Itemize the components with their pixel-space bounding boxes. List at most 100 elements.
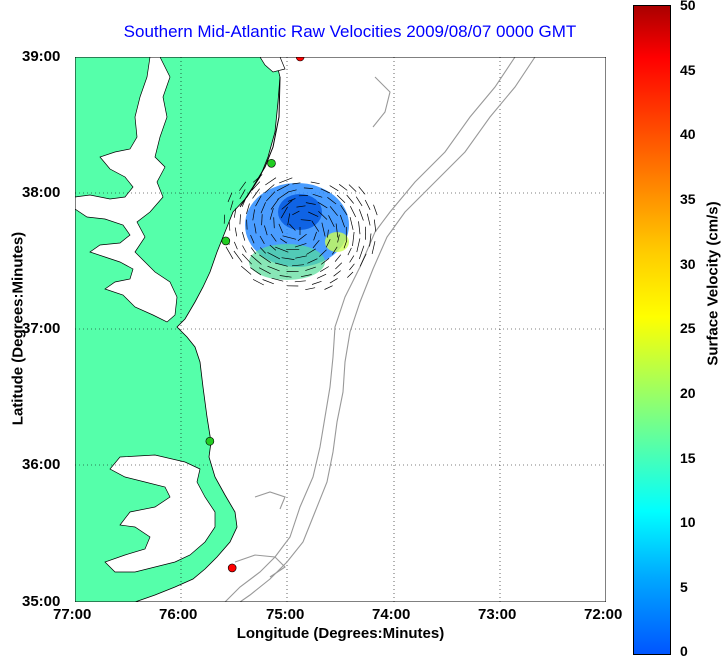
velocity-arrow: [358, 221, 361, 235]
velocity-arrow: [282, 235, 297, 240]
velocity-arrow: [296, 205, 306, 208]
velocity-arrow: [275, 262, 288, 267]
velocity-arrow: [292, 210, 300, 216]
velocity-arrow: [287, 213, 291, 226]
velocity-arrow: [279, 177, 293, 184]
velocity-arrow: [228, 221, 231, 231]
velocity-arrow: [241, 231, 246, 241]
velocity-arrow: [349, 217, 354, 230]
velocity-arrow: [347, 271, 354, 278]
velocity-arrow: [305, 266, 316, 271]
colorbar-tick: 20: [680, 385, 696, 401]
x-tick-label: 73:00: [478, 606, 517, 623]
velocity-arrow: [240, 265, 252, 275]
velocity-arrow: [276, 183, 290, 192]
velocity-arrow: [239, 214, 241, 225]
velocity-arrow: [265, 177, 277, 186]
station-marker: [221, 236, 231, 246]
x-tick-label: 77:00: [53, 606, 92, 623]
colorbar-tick: 10: [680, 514, 696, 530]
velocity-arrow: [335, 223, 339, 238]
x-tick-label: 76:00: [159, 606, 198, 623]
velocity-arrow: [348, 184, 357, 192]
velocity-arrow: [319, 249, 327, 257]
velocity-arrow: [343, 240, 348, 249]
velocity-arrow: [260, 202, 266, 214]
grid: [75, 57, 606, 602]
velocity-arrow: [278, 223, 284, 234]
velocity-arrow: [234, 227, 238, 237]
velocity-arrow: [259, 247, 266, 254]
velocity-arrow: [261, 214, 263, 226]
delaware-bay: [259, 57, 286, 73]
velocity-arrow: [271, 277, 284, 282]
velocity-arrow: [264, 184, 275, 194]
velocity-arrow: [250, 267, 262, 276]
velocity-arrow: [349, 206, 357, 218]
velocity-arrow: [259, 254, 271, 263]
velocity-arrow: [340, 205, 348, 216]
velocity-arrow: [280, 238, 287, 244]
velocity-arrow: [352, 231, 355, 247]
velocity-arrow: [329, 185, 339, 192]
velocity-arrow: [255, 195, 262, 207]
velocity-arrow: [289, 223, 296, 231]
y-tick-label: 35:00: [22, 593, 61, 610]
velocity-arrow: [313, 231, 317, 241]
velocity-arrow: [320, 188, 331, 194]
velocity-arrow: [269, 244, 277, 251]
velocity-arrow: [335, 262, 343, 270]
delmarva-coast: [239, 76, 281, 208]
velocity-arrow: [337, 234, 340, 243]
velocity-field: [223, 174, 378, 291]
map-title: Southern Mid-Atlantic Raw Velocities 200…: [123, 22, 577, 41]
x-axis-label: Longitude (Degrees:Minutes): [236, 625, 445, 642]
y-tick-label: 38:00: [22, 184, 61, 201]
colorbar: [633, 5, 671, 655]
velocity-arrow: [281, 200, 293, 210]
velocity-arrow: [327, 197, 337, 205]
velocity-arrow: [239, 181, 247, 191]
velocity-arrow: [246, 203, 250, 215]
map-canvas: [75, 57, 606, 602]
station-marker: [205, 436, 215, 446]
velocity-arrow: [311, 220, 320, 232]
velocity-arrow: [358, 186, 366, 195]
map-panel: [75, 57, 606, 602]
velocity-arrow: [356, 238, 361, 253]
y-tick-label: 39:00: [22, 48, 61, 65]
velocity-arrow: [371, 241, 376, 254]
velocity-arrow: [311, 280, 322, 285]
velocity-blob-fast: [325, 232, 349, 252]
velocity-arrow: [328, 215, 335, 228]
station-marker: [267, 158, 276, 168]
colorbar-tick: 5: [680, 579, 688, 595]
velocity-arrow: [305, 202, 316, 205]
velocity-arrow: [349, 255, 355, 263]
velocity-arrow: [305, 287, 316, 291]
velocity-arrow: [225, 246, 234, 260]
velocity-arrow: [318, 210, 328, 220]
velocity-arrow: [300, 219, 311, 221]
station-marker: [295, 57, 305, 62]
velocity-arrow: [338, 184, 348, 191]
velocity-arrow: [267, 252, 281, 260]
velocity-arrow: [349, 263, 355, 271]
velocity-arrow: [297, 233, 307, 242]
velocity-arrow: [324, 285, 333, 290]
velocity-arrow: [270, 233, 277, 242]
velocity-arrow: [369, 233, 372, 247]
velocity-arrow: [355, 196, 363, 207]
velocity-arrow: [227, 192, 233, 203]
velocity-arrow: [306, 248, 316, 255]
velocity-arrow: [327, 229, 329, 238]
velocity-arrow: [242, 245, 247, 253]
velocity-arrow: [252, 209, 255, 221]
velocity-arrow: [246, 219, 248, 230]
velocity-arrow: [262, 279, 274, 285]
colorbar-tick: 15: [680, 450, 696, 466]
velocity-arrow: [233, 250, 243, 263]
chesapeake-bay: [75, 57, 178, 323]
colorbar-tick: 25: [680, 320, 696, 336]
velocity-arrow: [364, 199, 371, 210]
